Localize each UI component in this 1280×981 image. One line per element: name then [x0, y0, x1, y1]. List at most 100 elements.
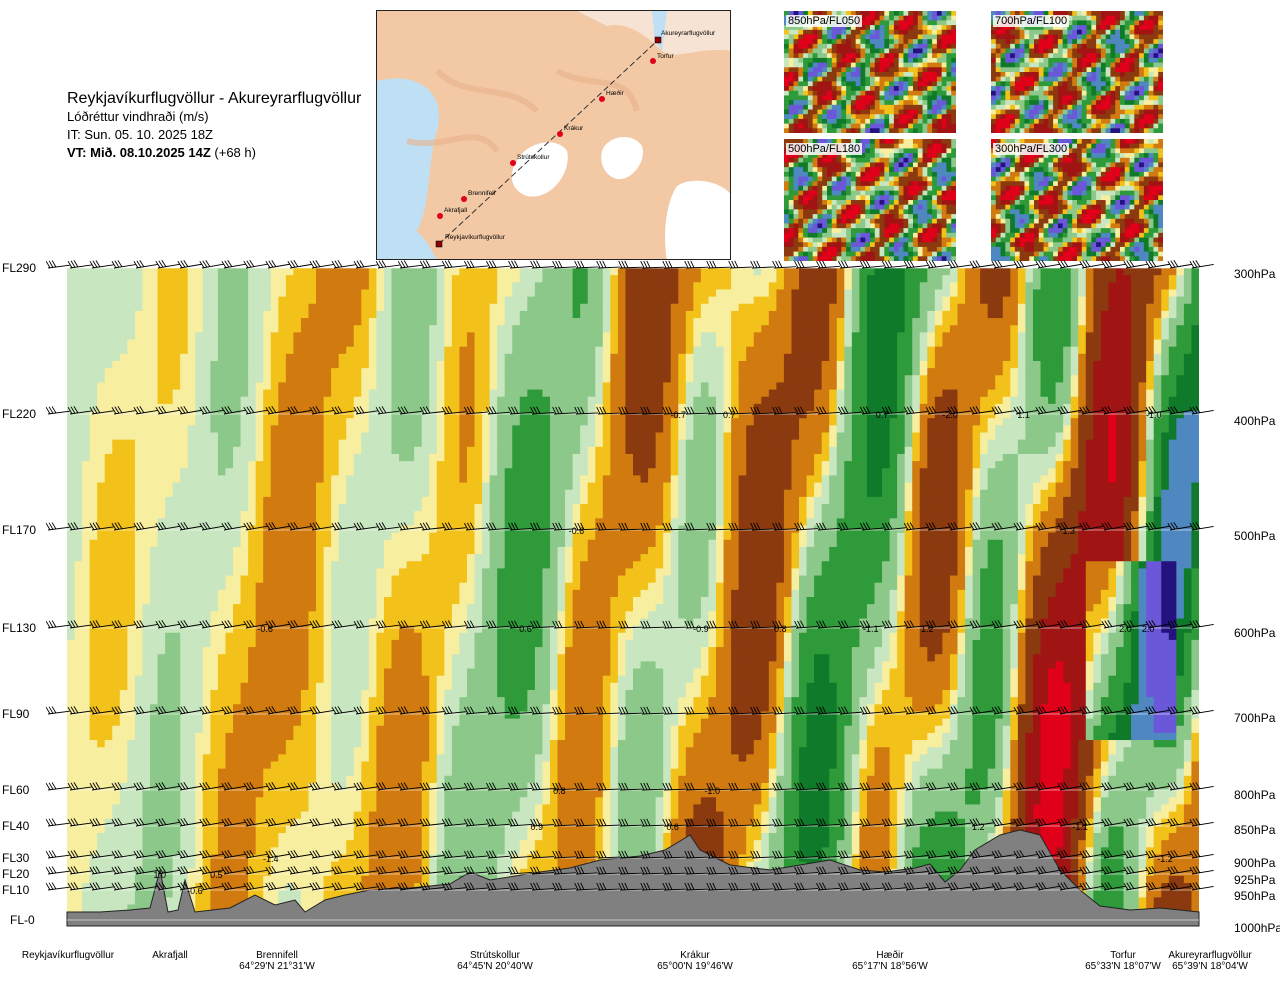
- thumb-cell: [865, 109, 871, 115]
- thumb-cell: [846, 29, 852, 35]
- field-cell: [97, 875, 106, 884]
- field-cell: [112, 689, 121, 698]
- field-cell: [127, 482, 136, 491]
- thumb-cell: [1124, 86, 1131, 92]
- thumb-cell: [803, 118, 809, 125]
- thumb-cell: [1062, 29, 1068, 35]
- thumb-cell: [874, 139, 881, 145]
- thumb-cell: [1081, 90, 1088, 96]
- thumb-cell: [860, 104, 866, 111]
- thumb-cell: [831, 67, 838, 73]
- thumb-cell: [798, 48, 804, 54]
- thumb-cell: [884, 43, 890, 50]
- thumbnail-850hpa[interactable]: 850hPa/FL050: [784, 11, 956, 133]
- thumb-cell: [836, 204, 842, 210]
- thumb-cell: [1105, 114, 1111, 120]
- field-cell: [104, 775, 113, 784]
- thumb-cell: [879, 72, 885, 78]
- thumb-cell: [1038, 34, 1045, 40]
- thumb-cell: [898, 76, 904, 82]
- thumb-cell: [1105, 53, 1111, 59]
- thumb-cell: [870, 11, 876, 17]
- thumb-cell: [855, 204, 861, 210]
- thumb-cell: [1139, 114, 1145, 120]
- field-cell: [82, 790, 91, 798]
- thumb-cell: [936, 62, 943, 68]
- thumb-cell: [879, 100, 885, 106]
- field-cell: [74, 875, 83, 884]
- field-cell: [150, 747, 159, 755]
- thumb-cell: [922, 157, 928, 163]
- field-cell: [142, 318, 151, 326]
- field-cell: [74, 554, 83, 562]
- thumb-cell: [1115, 118, 1121, 125]
- thumb-cell: [903, 11, 909, 17]
- thumb-cell: [946, 81, 952, 87]
- thumb-cell: [803, 232, 809, 239]
- thumb-cell: [1038, 43, 1045, 50]
- thumb-cell: [1129, 48, 1135, 54]
- thumb-cell: [1129, 20, 1135, 26]
- thumb-cell: [917, 25, 924, 31]
- field-cell: [127, 332, 136, 341]
- field-cell: [89, 496, 98, 505]
- thumb-cell: [1057, 29, 1064, 35]
- thumb-cell: [903, 232, 909, 239]
- thumb-cell: [1005, 114, 1011, 120]
- thumb-cell: [827, 139, 833, 145]
- thumb-cell: [1072, 29, 1078, 35]
- thumb-cell: [798, 218, 804, 224]
- thumb-cell: [846, 39, 852, 45]
- field-cell: [142, 704, 151, 713]
- thumb-cell: [798, 256, 804, 261]
- field-cell: [74, 461, 83, 469]
- thumb-cell: [1105, 20, 1111, 26]
- thumb-cell: [879, 11, 885, 17]
- thumb-cell: [836, 256, 842, 261]
- field-cell: [82, 689, 91, 698]
- route-map[interactable]: Akureyrarflugvöllur Torfur Hæðir Krákur …: [376, 10, 731, 260]
- thumb-cell: [865, 48, 871, 54]
- thumb-cell: [850, 195, 857, 201]
- thumb-cell: [1100, 81, 1107, 87]
- thumb-cell: [855, 57, 861, 64]
- thumb-cell: [1057, 34, 1064, 40]
- thumb-cell: [827, 251, 833, 257]
- field-cell: [134, 318, 144, 326]
- thumb-cell: [836, 34, 842, 40]
- thumbnail-700hpa[interactable]: 700hPa/FL100: [991, 11, 1163, 133]
- thumb-cell: [784, 95, 790, 101]
- thumb-cell: [860, 181, 866, 187]
- thumb-cell: [932, 11, 938, 17]
- thumb-cell: [991, 123, 997, 129]
- thumb-cell: [1014, 53, 1021, 59]
- thumb-cell: [893, 29, 900, 35]
- field-cell: [150, 625, 159, 634]
- thumb-cell: [1096, 72, 1102, 78]
- thumb-cell: [1105, 72, 1111, 78]
- thumb-cell: [879, 39, 885, 45]
- thumb-cell: [951, 15, 956, 21]
- thumb-cell: [817, 153, 823, 159]
- thumb-cell: [870, 209, 876, 215]
- thumb-cell: [1062, 72, 1068, 78]
- thumb-cell: [855, 214, 861, 220]
- thumb-cell: [874, 11, 881, 17]
- field-cell: [134, 504, 144, 512]
- thumb-cell: [788, 218, 795, 224]
- thumb-cell: [1077, 86, 1083, 92]
- thumb-cell: [1091, 20, 1097, 26]
- thumb-cell: [1143, 76, 1150, 82]
- thumb-cell: [1091, 114, 1097, 120]
- thumb-cell: [850, 157, 857, 163]
- thumb-cell: [917, 53, 924, 59]
- thumb-cell: [903, 228, 909, 234]
- thumb-cell: [941, 15, 947, 21]
- thumb-cell: [898, 95, 904, 101]
- thumb-cell: [884, 109, 890, 115]
- field-cell: [150, 661, 159, 670]
- thumb-cell: [879, 228, 885, 234]
- field-cell: [67, 282, 76, 291]
- thumb-cell: [798, 237, 804, 243]
- thumbnail-500hpa[interactable]: 500hPa/FL180: [784, 139, 956, 261]
